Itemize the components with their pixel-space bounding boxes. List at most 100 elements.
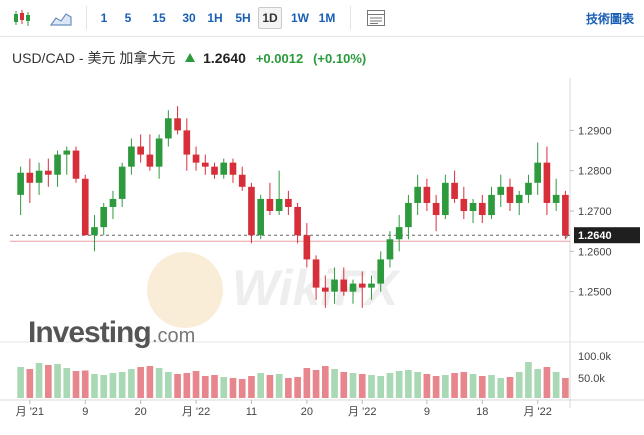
volume-bar — [377, 376, 385, 398]
indicators-icon[interactable] — [366, 9, 386, 27]
volume-bar — [155, 368, 163, 398]
candle-body — [17, 172, 24, 195]
volume-bar — [54, 364, 61, 398]
instrument-header: USD/CAD - 美元 加拿大元 1.2640 +0.0012 (+0.10%… — [12, 48, 366, 68]
volume-bar — [294, 377, 301, 398]
candle-body — [562, 194, 569, 236]
candle-body — [312, 259, 320, 288]
volume-bar — [220, 377, 228, 398]
volume-bar — [405, 370, 412, 398]
candle-body — [534, 162, 542, 183]
interval-button-1m[interactable]: 1M — [318, 11, 336, 25]
area-chart-icon[interactable] — [49, 9, 72, 27]
volume-tick-label: 50.0k — [578, 373, 605, 385]
volume-bar — [303, 368, 311, 398]
volume-bar — [174, 374, 181, 398]
candle-body — [54, 154, 61, 175]
candle-body — [137, 146, 144, 155]
candle-body — [377, 259, 385, 284]
volume-bar — [137, 367, 144, 398]
x-tick-label: 9 — [424, 406, 430, 418]
candle-body — [395, 227, 403, 240]
candle-body — [506, 186, 514, 203]
candle-body — [321, 287, 329, 292]
candle-body — [515, 194, 523, 203]
candle-body — [423, 186, 431, 203]
candlestick-icon[interactable] — [12, 9, 32, 27]
volume-bar — [515, 372, 523, 398]
candle-body — [442, 182, 449, 216]
volume-bar — [543, 367, 551, 398]
candle-body — [340, 279, 348, 292]
candle-body — [331, 279, 338, 292]
candle-body — [303, 235, 311, 260]
candle-body — [165, 118, 172, 139]
candle-body — [211, 166, 218, 175]
x-tick-label: 月 '21 — [16, 406, 44, 418]
candle-body — [44, 170, 52, 175]
crosshair-icon: ⌖ — [564, 231, 569, 241]
volume-bar — [285, 378, 292, 398]
technical-charts-link[interactable]: 技術圖表 — [585, 12, 634, 26]
y-tick-label: 1.2800 — [578, 166, 612, 178]
interval-button-5h[interactable]: 5H — [235, 11, 251, 25]
volume-bar — [469, 374, 477, 398]
volume-bar — [423, 374, 431, 398]
volume-bar — [358, 374, 366, 398]
candle-body — [35, 170, 43, 183]
volume-bar — [26, 369, 34, 398]
x-tick-label: 月 '22 — [523, 406, 551, 418]
volume-bar — [109, 373, 117, 398]
candle-body — [368, 283, 375, 288]
volume-bar — [146, 366, 154, 398]
interval-button-1[interactable]: 1 — [100, 11, 108, 25]
candle-body — [497, 186, 505, 195]
candle-body — [238, 174, 246, 187]
candle-body — [432, 202, 440, 216]
candle-body — [192, 154, 200, 163]
candle-body — [183, 130, 191, 155]
volume-bar — [183, 373, 191, 398]
candle-body — [257, 198, 265, 236]
volume-bar — [201, 376, 209, 398]
interval-button-15[interactable]: 15 — [152, 11, 166, 25]
toolbar-divider — [86, 6, 87, 30]
volume-bar — [229, 378, 237, 398]
price-change-percent: (+0.10%) — [313, 51, 367, 66]
watermark-logo — [147, 252, 223, 328]
candle-body — [81, 178, 89, 236]
investing-logo-suffix: .com — [152, 325, 195, 347]
volume-bar — [534, 369, 542, 398]
volume-bar — [478, 376, 486, 398]
candle-body — [63, 150, 71, 155]
volume-bar — [368, 375, 375, 398]
x-tick-label: 18 — [476, 406, 488, 418]
candle-body — [109, 198, 117, 207]
price-change: +0.0012 — [255, 51, 304, 66]
volume-bar — [100, 375, 108, 398]
volume-bar — [238, 379, 246, 398]
volume-bar — [72, 371, 80, 398]
current-price-badge — [574, 227, 640, 244]
volume-bar — [488, 375, 495, 398]
interval-button-1w[interactable]: 1W — [291, 11, 309, 25]
volume-bar — [340, 372, 348, 398]
volume-bar — [257, 373, 265, 398]
interval-button-1h[interactable]: 1H — [207, 11, 223, 25]
interval-button-1d[interactable]: 1D — [258, 7, 282, 29]
interval-button-30[interactable]: 30 — [182, 11, 196, 25]
investing-logo: Investing — [28, 316, 151, 349]
volume-bar — [248, 376, 255, 398]
interval-button-5[interactable]: 5 — [124, 11, 132, 25]
volume-bar — [451, 373, 458, 398]
candle-body — [128, 146, 135, 167]
volume-bar — [525, 362, 532, 398]
volume-bar — [460, 372, 468, 398]
x-tick-label: 月 '22 — [182, 406, 210, 418]
volume-bar — [331, 369, 338, 398]
volume-bar — [506, 377, 514, 398]
candle-body — [91, 227, 98, 236]
volume-bar — [128, 369, 135, 398]
candle-body — [248, 186, 255, 236]
